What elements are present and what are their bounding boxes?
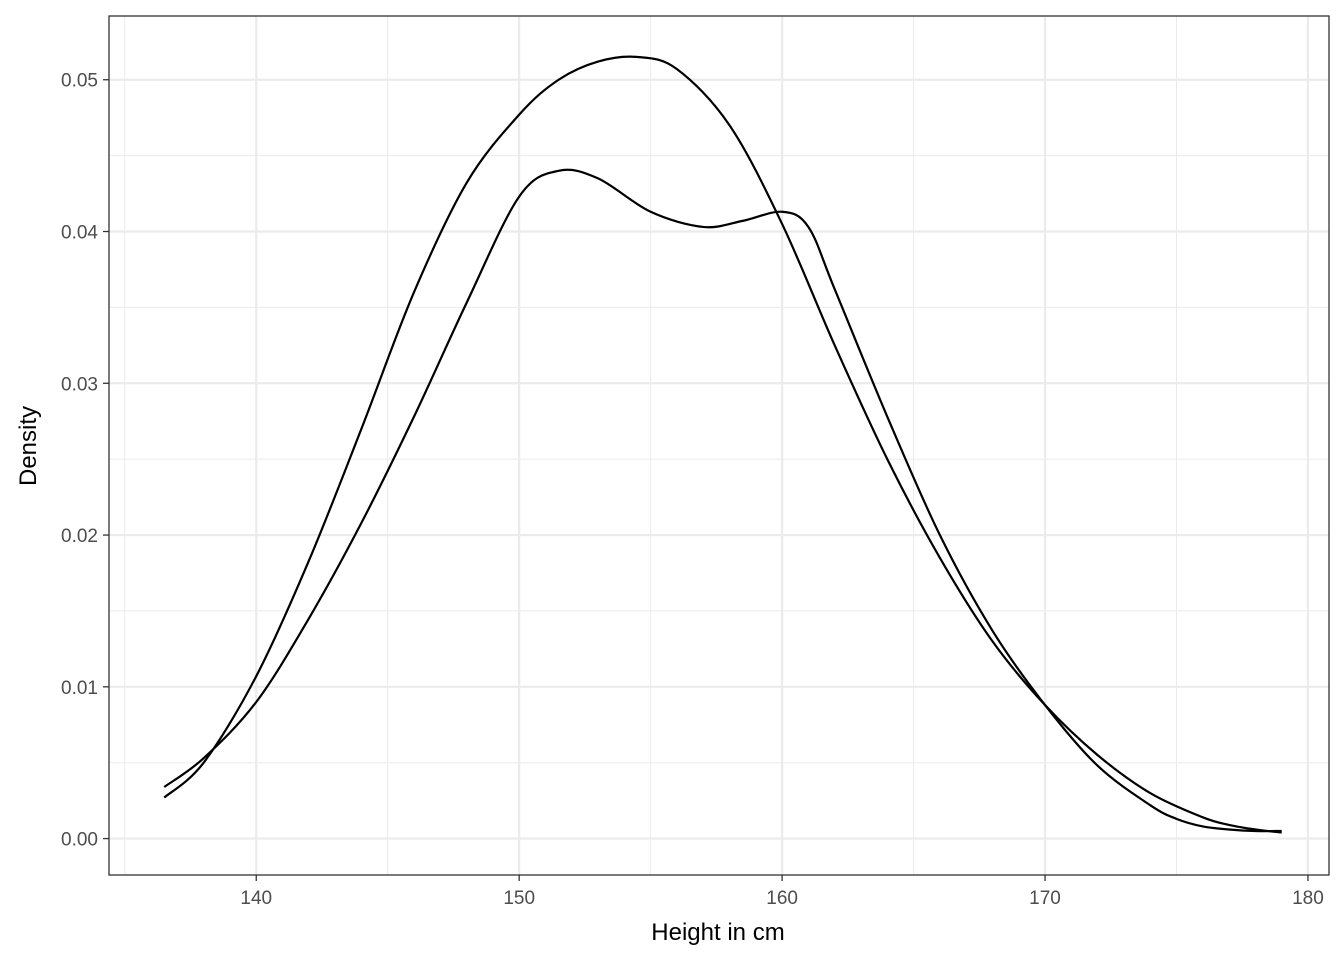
y-tick-label: 0.04 (61, 223, 98, 244)
y-tick-label: 0.03 (61, 374, 98, 395)
y-tick-label: 0.00 (61, 830, 98, 851)
x-axis: 140 150 160 170 180 (240, 875, 1324, 909)
y-axis-title: Density (15, 406, 42, 486)
y-tick-label: 0.02 (61, 526, 98, 547)
x-tick-label: 140 (240, 888, 272, 909)
plot-background (109, 16, 1329, 875)
density-curve-2 (163, 55, 1282, 834)
x-tick-label: 150 (503, 888, 535, 909)
x-axis-title: Height in cm (651, 919, 784, 946)
major-gridlines (109, 16, 1329, 875)
y-axis: 0.00 0.01 0.02 0.03 0.04 0.05 (61, 71, 109, 851)
x-tick-label: 180 (1292, 888, 1324, 909)
y-tick-label: 0.05 (61, 71, 98, 92)
density-curve-1 (163, 168, 1282, 833)
density-curves (163, 55, 1282, 834)
y-tick-label: 0.01 (61, 678, 98, 699)
x-tick-label: 160 (766, 888, 798, 909)
x-tick-label: 170 (1029, 888, 1061, 909)
plot-border (108, 15, 1330, 876)
